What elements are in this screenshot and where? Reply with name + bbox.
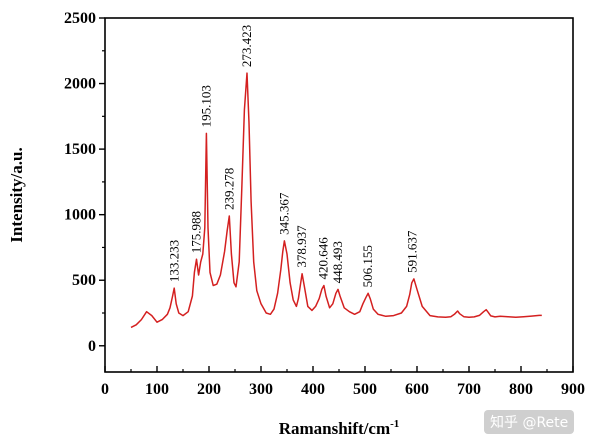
- x-tick-label: 500: [353, 381, 377, 398]
- peak-label: 448.493: [330, 241, 345, 283]
- y-tick-label: 1000: [64, 207, 96, 224]
- x-tick-label: 700: [457, 381, 481, 398]
- peak-label: 133.233: [166, 240, 181, 282]
- peak-label: 273.423: [239, 25, 254, 67]
- y-tick-label: 1500: [64, 141, 96, 158]
- y-axis-title: Intensity/a.u.: [7, 147, 26, 242]
- plot-frame: [104, 17, 574, 373]
- y-tick-label: 2000: [64, 76, 96, 93]
- peak-label: 591.637: [405, 230, 420, 273]
- x-tick-label: 900: [561, 381, 585, 398]
- peak-label: 378.937: [294, 225, 309, 268]
- x-tick-label: 600: [405, 381, 429, 398]
- peak-label: 195.103: [198, 85, 213, 127]
- series-layer: [130, 72, 542, 329]
- peak-label: 345.367: [277, 192, 292, 235]
- y-tick-label: 0: [88, 338, 96, 355]
- peak-label: 420.646: [316, 237, 331, 280]
- y-axis-tick-labels: 0 500 1000 1500 2000 2500: [64, 10, 96, 355]
- peak-label: 239.278: [221, 168, 236, 210]
- y-tick-label: 500: [72, 272, 96, 289]
- peak-labels: 133.233 175.988 195.103 239.278 273.423 345.3…: [166, 25, 419, 288]
- axes-box: [104, 17, 574, 373]
- x-axis-ticks: [104, 366, 574, 372]
- x-tick-label: 800: [509, 381, 533, 398]
- x-tick-label: 400: [301, 381, 325, 398]
- peak-label: 175.988: [189, 211, 204, 253]
- peak-label: 506.155: [360, 245, 375, 287]
- x-tick-label: 300: [249, 381, 273, 398]
- x-axis-tick-labels: 0 100 200 300 400 500 600 700 800 900: [101, 381, 585, 398]
- y-tick-label: 2500: [64, 10, 96, 27]
- x-tick-label: 200: [197, 381, 221, 398]
- y-axis-ticks: [99, 17, 105, 347]
- x-tick-label: 0: [101, 381, 109, 398]
- x-tick-label: 100: [145, 381, 169, 398]
- x-axis-title: Ramanshift/cm-1: [279, 418, 400, 438]
- spectrum-line: [130, 72, 542, 329]
- watermark: 知乎 @Rete: [484, 410, 575, 434]
